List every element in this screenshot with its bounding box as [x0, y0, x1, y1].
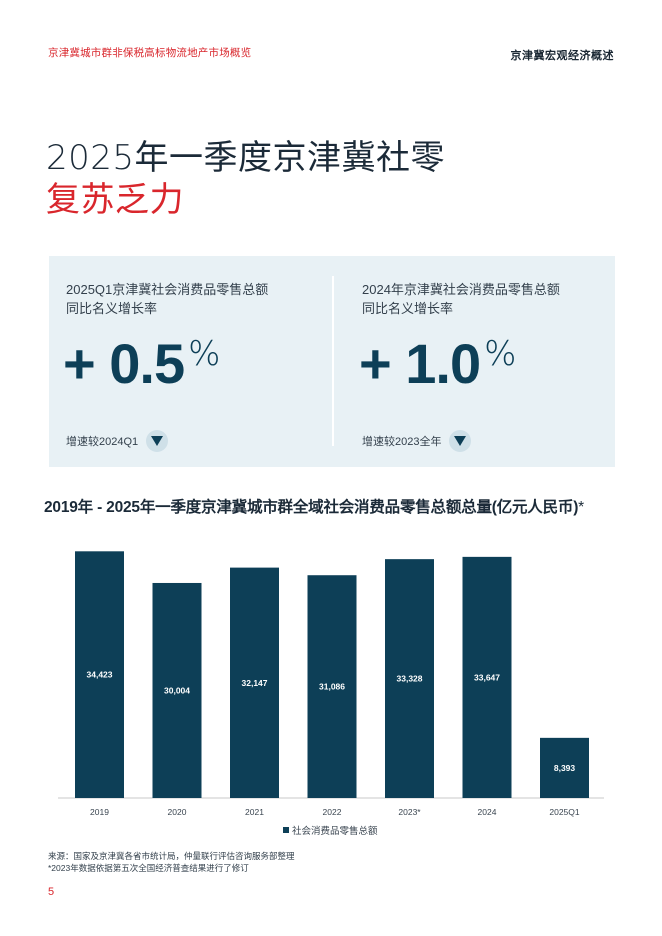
bar-value-label: 34,423 [87, 670, 113, 680]
x-tick-label: 2025Q1 [549, 807, 580, 817]
triangle-down-icon [146, 430, 169, 452]
header-report-title: 京津冀城市群非保税高标物流地产市场概览 [48, 47, 252, 59]
x-tick-label: 2021 [245, 807, 264, 817]
stat-value: + 0.5% [63, 334, 220, 394]
source-line2: *2023年数据依据第五次全国经济普查结果进行了修订 [48, 863, 249, 873]
x-tick-label: 2020 [168, 807, 187, 817]
chart-title-footnote-mark: * [578, 499, 585, 516]
bar-2025Q1 [540, 737, 589, 798]
bar-chart: 34,423 2019 30,004 2020 32,147 2021 31,086 2022… [58, 551, 604, 837]
triangle-down-icon [449, 430, 472, 452]
page-number: 5 [48, 886, 55, 898]
stat-value-number: + 1.0 [359, 332, 481, 395]
source-note: 来源：国家及京津冀各省市统计局，仲量联行评估咨询服务部整理 *2023年数据依据… [48, 850, 295, 874]
stat-label-line2: 同比名义增长率 [362, 301, 454, 316]
legend-label: 社会消费品零售总额 [292, 825, 378, 837]
stat-divider [332, 276, 334, 446]
bar-2019 [75, 551, 124, 798]
x-tick-label: 2022 [323, 807, 342, 817]
page-title-line1: 2025年一季度京津冀社零 [46, 138, 446, 178]
bar-value-label: 8,393 [554, 763, 576, 773]
stat-note-text: 增速较2024Q1 [66, 436, 139, 448]
page-title: 2025年一季度京津冀社零 复苏乏力 [46, 138, 445, 222]
chart-legend: 社会消费品零售总额 [283, 825, 378, 837]
stat-label: 2025Q1京津冀社会消费品零售总额 同比名义增长率 [66, 280, 306, 318]
page-title-line2: 复苏乏力 [46, 180, 184, 220]
legend-swatch [283, 827, 289, 833]
bar-value-label: 32,147 [242, 678, 268, 688]
stat-2024: 2024年京津冀社会消费品零售总额 同比名义增长率 + 1.0% 增速较2023… [332, 256, 615, 467]
stat-note: 增速较2024Q1 [66, 430, 169, 452]
bar-2022 [307, 575, 357, 798]
bar-value-label: 33,328 [397, 674, 423, 684]
x-tick-label: 2024 [478, 807, 497, 817]
stat-2025q1: 2025Q1京津冀社会消费品零售总额 同比名义增长率 + 0.5% 增速较202… [49, 256, 332, 467]
chart-title: 2019年 - 2025年一季度京津冀城市群全域社会消费品零售总额总量(亿元人民… [44, 495, 584, 517]
stat-value-unit: % [188, 334, 221, 374]
bar-2024 [462, 556, 512, 798]
header-section-title: 京津冀宏观经济概述 [510, 50, 614, 62]
x-tick-label: 2023* [398, 807, 421, 817]
bar-2021 [230, 567, 279, 798]
stat-note-text: 增速较2023全年 [362, 436, 442, 448]
bar-value-label: 33,647 [474, 672, 500, 682]
stat-note: 增速较2023全年 [362, 430, 472, 452]
stat-value: + 1.0% [359, 334, 516, 394]
stat-value-number: + 0.5 [63, 332, 185, 395]
stat-label-line2: 同比名义增长率 [66, 301, 158, 316]
stat-label-line1: 2025Q1京津冀社会消费品零售总额 [66, 282, 269, 297]
chart-title-text: 2019年 - 2025年一季度京津冀城市群全域社会消费品零售总额总量(亿元人民… [44, 499, 579, 516]
bar-2020 [152, 582, 202, 798]
bar-value-label: 31,086 [319, 682, 345, 692]
bar-2023* [385, 559, 434, 798]
source-line1: 来源：国家及京津冀各省市统计局，仲量联行评估咨询服务部整理 [48, 851, 295, 861]
key-stats-panel: 2025Q1京津冀社会消费品零售总额 同比名义增长率 + 0.5% 增速较202… [49, 256, 615, 467]
x-tick-label: 2019 [90, 807, 109, 817]
stat-label-line1: 2024年京津冀社会消费品零售总额 [362, 282, 560, 297]
stat-label: 2024年京津冀社会消费品零售总额 同比名义增长率 [362, 280, 602, 318]
bar-value-label: 30,004 [164, 685, 190, 695]
stat-value-unit: % [484, 334, 517, 374]
